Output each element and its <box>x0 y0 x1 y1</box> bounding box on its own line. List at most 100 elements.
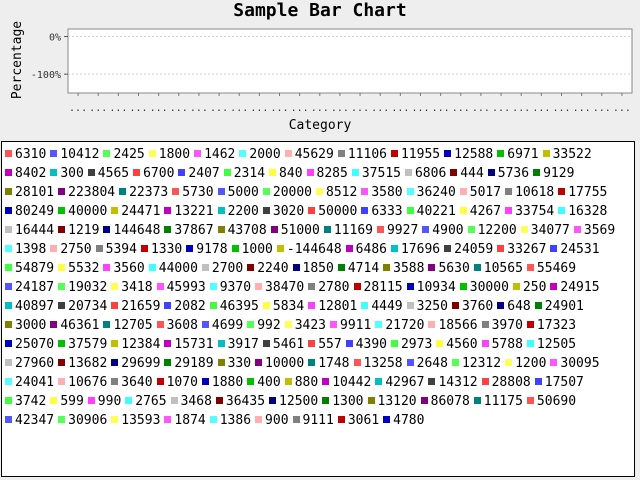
legend-label: 6700 <box>143 166 175 181</box>
legend-item: 4699 <box>201 316 243 335</box>
legend-swatch <box>5 264 12 271</box>
legend-item: 40000 <box>58 202 107 221</box>
legend-swatch <box>353 283 361 290</box>
legend-swatch <box>164 226 172 233</box>
legend-label: 1398 <box>15 242 47 257</box>
legend-label: 12705 <box>113 318 153 333</box>
legend-swatch <box>473 397 481 404</box>
legend-swatch <box>351 169 359 176</box>
legend-swatch <box>526 321 534 328</box>
legend-label: 20000 <box>272 185 313 200</box>
legend-swatch <box>390 150 398 157</box>
legend-item: 28101 <box>5 183 54 202</box>
legend-label: 5788 <box>491 337 523 352</box>
legend-item: 36435 <box>215 392 265 411</box>
legend-item: 8285 <box>306 164 348 183</box>
legend-item: 3250 <box>406 297 448 316</box>
legend-item: 5736 <box>487 164 529 183</box>
legend-swatch <box>201 321 209 328</box>
legend-swatch <box>50 150 58 157</box>
legend-item: 4900 <box>422 221 464 240</box>
legend-label: 2780 <box>318 280 350 295</box>
legend-item: 5394 <box>95 240 137 259</box>
legend-swatch <box>322 397 330 404</box>
y-tick-label: 0% <box>49 33 61 44</box>
legend-swatch <box>367 397 375 404</box>
legend-label: 37867 <box>174 223 214 238</box>
legend-label: 4449 <box>371 299 403 314</box>
legend-item: 6700 <box>133 164 174 183</box>
chart-title: Sample Bar Chart <box>233 0 407 21</box>
legend-label: 11175 <box>483 394 523 409</box>
legend-label: 3588 <box>393 261 425 276</box>
legend-item: 42967 <box>375 373 424 392</box>
legend-swatch <box>247 264 255 271</box>
legend-swatch <box>406 359 414 366</box>
legend-swatch <box>58 340 66 347</box>
legend-label: 29699 <box>121 356 161 371</box>
legend-swatch <box>512 283 520 290</box>
legend-swatch <box>262 340 270 347</box>
legend-item: -144648 <box>276 240 342 259</box>
legend-item: 12801 <box>308 297 357 316</box>
legend-label: 24915 <box>560 280 600 295</box>
legend-item: 40897 <box>5 297 54 316</box>
x-tick-label: ... <box>170 103 188 114</box>
legend-label: 9129 <box>543 166 575 181</box>
legend-item: 3580 <box>361 183 403 202</box>
legend-label: -144648 <box>286 242 342 257</box>
legend-item: 33754 <box>505 202 554 221</box>
legend-swatch <box>345 340 353 347</box>
legend-label: 40000 <box>68 204 108 219</box>
legend-item: 11955 <box>390 145 440 164</box>
legend-swatch <box>178 169 186 176</box>
legend-swatch <box>497 302 505 309</box>
legend-label: 10934 <box>416 280 456 295</box>
legend-label: 54879 <box>15 261 55 276</box>
legend-item: 37867 <box>164 221 214 240</box>
legend-swatch <box>269 397 277 404</box>
legend-swatch <box>526 397 534 404</box>
legend-item: 144648 <box>103 221 160 240</box>
legend-swatch <box>111 416 119 423</box>
legend-swatch <box>148 264 156 271</box>
legend-label: 16444 <box>15 223 55 238</box>
x-tick-label: ... <box>291 103 309 114</box>
legend-swatch <box>156 378 164 385</box>
legend-item: 13221 <box>164 202 214 221</box>
legend-label: 12200 <box>477 223 517 238</box>
legend-label: 21720 <box>385 318 425 333</box>
legend-label: 3560 <box>113 261 145 276</box>
legend-label: 3742 <box>15 394 47 409</box>
x-tick-label: ... <box>210 103 228 114</box>
legend-item: 2750 <box>50 240 92 259</box>
legend-swatch <box>383 416 391 423</box>
legend-item: 12200 <box>467 221 517 240</box>
legend-label: 1070 <box>166 375 198 390</box>
legend-item: 21659 <box>111 297 160 316</box>
legend-label: 1200 <box>515 356 547 371</box>
legend-label: 11106 <box>347 147 387 162</box>
legend-swatch <box>262 207 270 214</box>
legend-swatch <box>353 359 361 366</box>
legend-swatch <box>473 264 481 271</box>
legend-swatch <box>111 207 119 214</box>
legend-item: 24059 <box>444 240 493 259</box>
legend-swatch <box>58 226 66 233</box>
legend-label: 900 <box>265 413 289 428</box>
legend-swatch <box>5 207 12 214</box>
legend-item: 19032 <box>58 278 107 297</box>
legend-swatch <box>497 245 505 252</box>
legend-label: 5000 <box>227 185 259 200</box>
legend-item: 2648 <box>406 354 448 373</box>
legend-label: 12588 <box>454 147 494 162</box>
legend-swatch <box>217 359 225 366</box>
legend-swatch <box>223 169 231 176</box>
legend-item: 17696 <box>390 240 440 259</box>
legend-item: 1874 <box>164 411 206 430</box>
legend-label: 9370 <box>219 280 252 295</box>
legend-label: 40221 <box>416 204 456 219</box>
x-tick-label: ... <box>391 103 409 114</box>
legend-swatch <box>58 359 66 366</box>
legend-label: 8285 <box>316 166 348 181</box>
